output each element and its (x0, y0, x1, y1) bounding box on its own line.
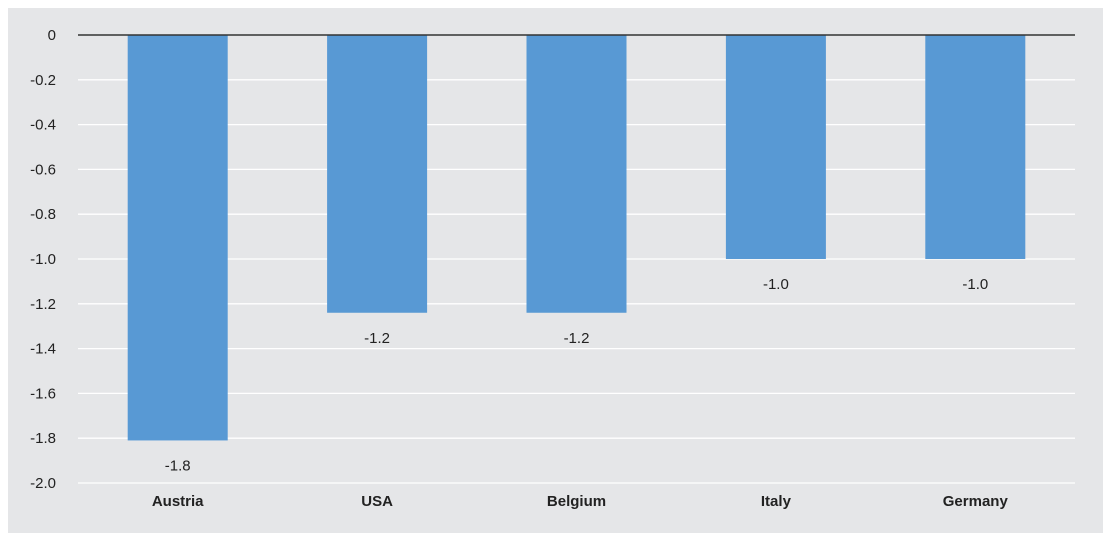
data-label: -1.0 (962, 276, 988, 293)
bar-chart: 0 -0.2 -0.4 -0.6 -0.8 -1.0 -1.2 -1.4 -1.6 -1.8 -2.… (30, 27, 1075, 510)
y-tick-label: -1.0 (30, 251, 56, 268)
y-tick-label: -1.6 (30, 385, 56, 402)
category-label: Belgium (547, 493, 606, 510)
bar-germany (925, 35, 1026, 259)
data-label: -1.8 (165, 457, 191, 474)
category-label: USA (361, 493, 393, 510)
y-tick-label: -0.4 (30, 117, 56, 134)
bar-usa (327, 35, 428, 313)
y-tick-label: -0.2 (30, 72, 56, 89)
data-label: -1.0 (763, 276, 789, 293)
category-label: Austria (152, 493, 204, 510)
data-labels: -1.8 -1.2 -1.2 -1.0 -1.0 (165, 276, 988, 474)
y-tick-label: -2.0 (30, 475, 56, 492)
y-tick-label: -1.4 (30, 341, 56, 358)
x-axis-categories: Austria USA Belgium Italy Germany (152, 493, 1009, 510)
y-tick-label: -0.6 (30, 161, 56, 178)
y-tick-label: -0.8 (30, 206, 56, 223)
bar-austria (127, 35, 228, 441)
y-tick-label: -1.8 (30, 430, 56, 447)
y-tick-label: 0 (48, 27, 56, 44)
bars (127, 35, 1026, 441)
chart-panel: 0 -0.2 -0.4 -0.6 -0.8 -1.0 -1.2 -1.4 -1.6 -1.8 -2.… (8, 8, 1103, 533)
category-label: Italy (761, 493, 792, 510)
bar-belgium (526, 35, 627, 313)
data-label: -1.2 (364, 330, 390, 347)
y-axis-ticks: 0 -0.2 -0.4 -0.6 -0.8 -1.0 -1.2 -1.4 -1.6 -1.8 -2.… (30, 27, 56, 492)
y-tick-label: -1.2 (30, 296, 56, 313)
bar-italy (725, 35, 826, 259)
category-label: Germany (943, 493, 1009, 510)
data-label: -1.2 (564, 330, 590, 347)
